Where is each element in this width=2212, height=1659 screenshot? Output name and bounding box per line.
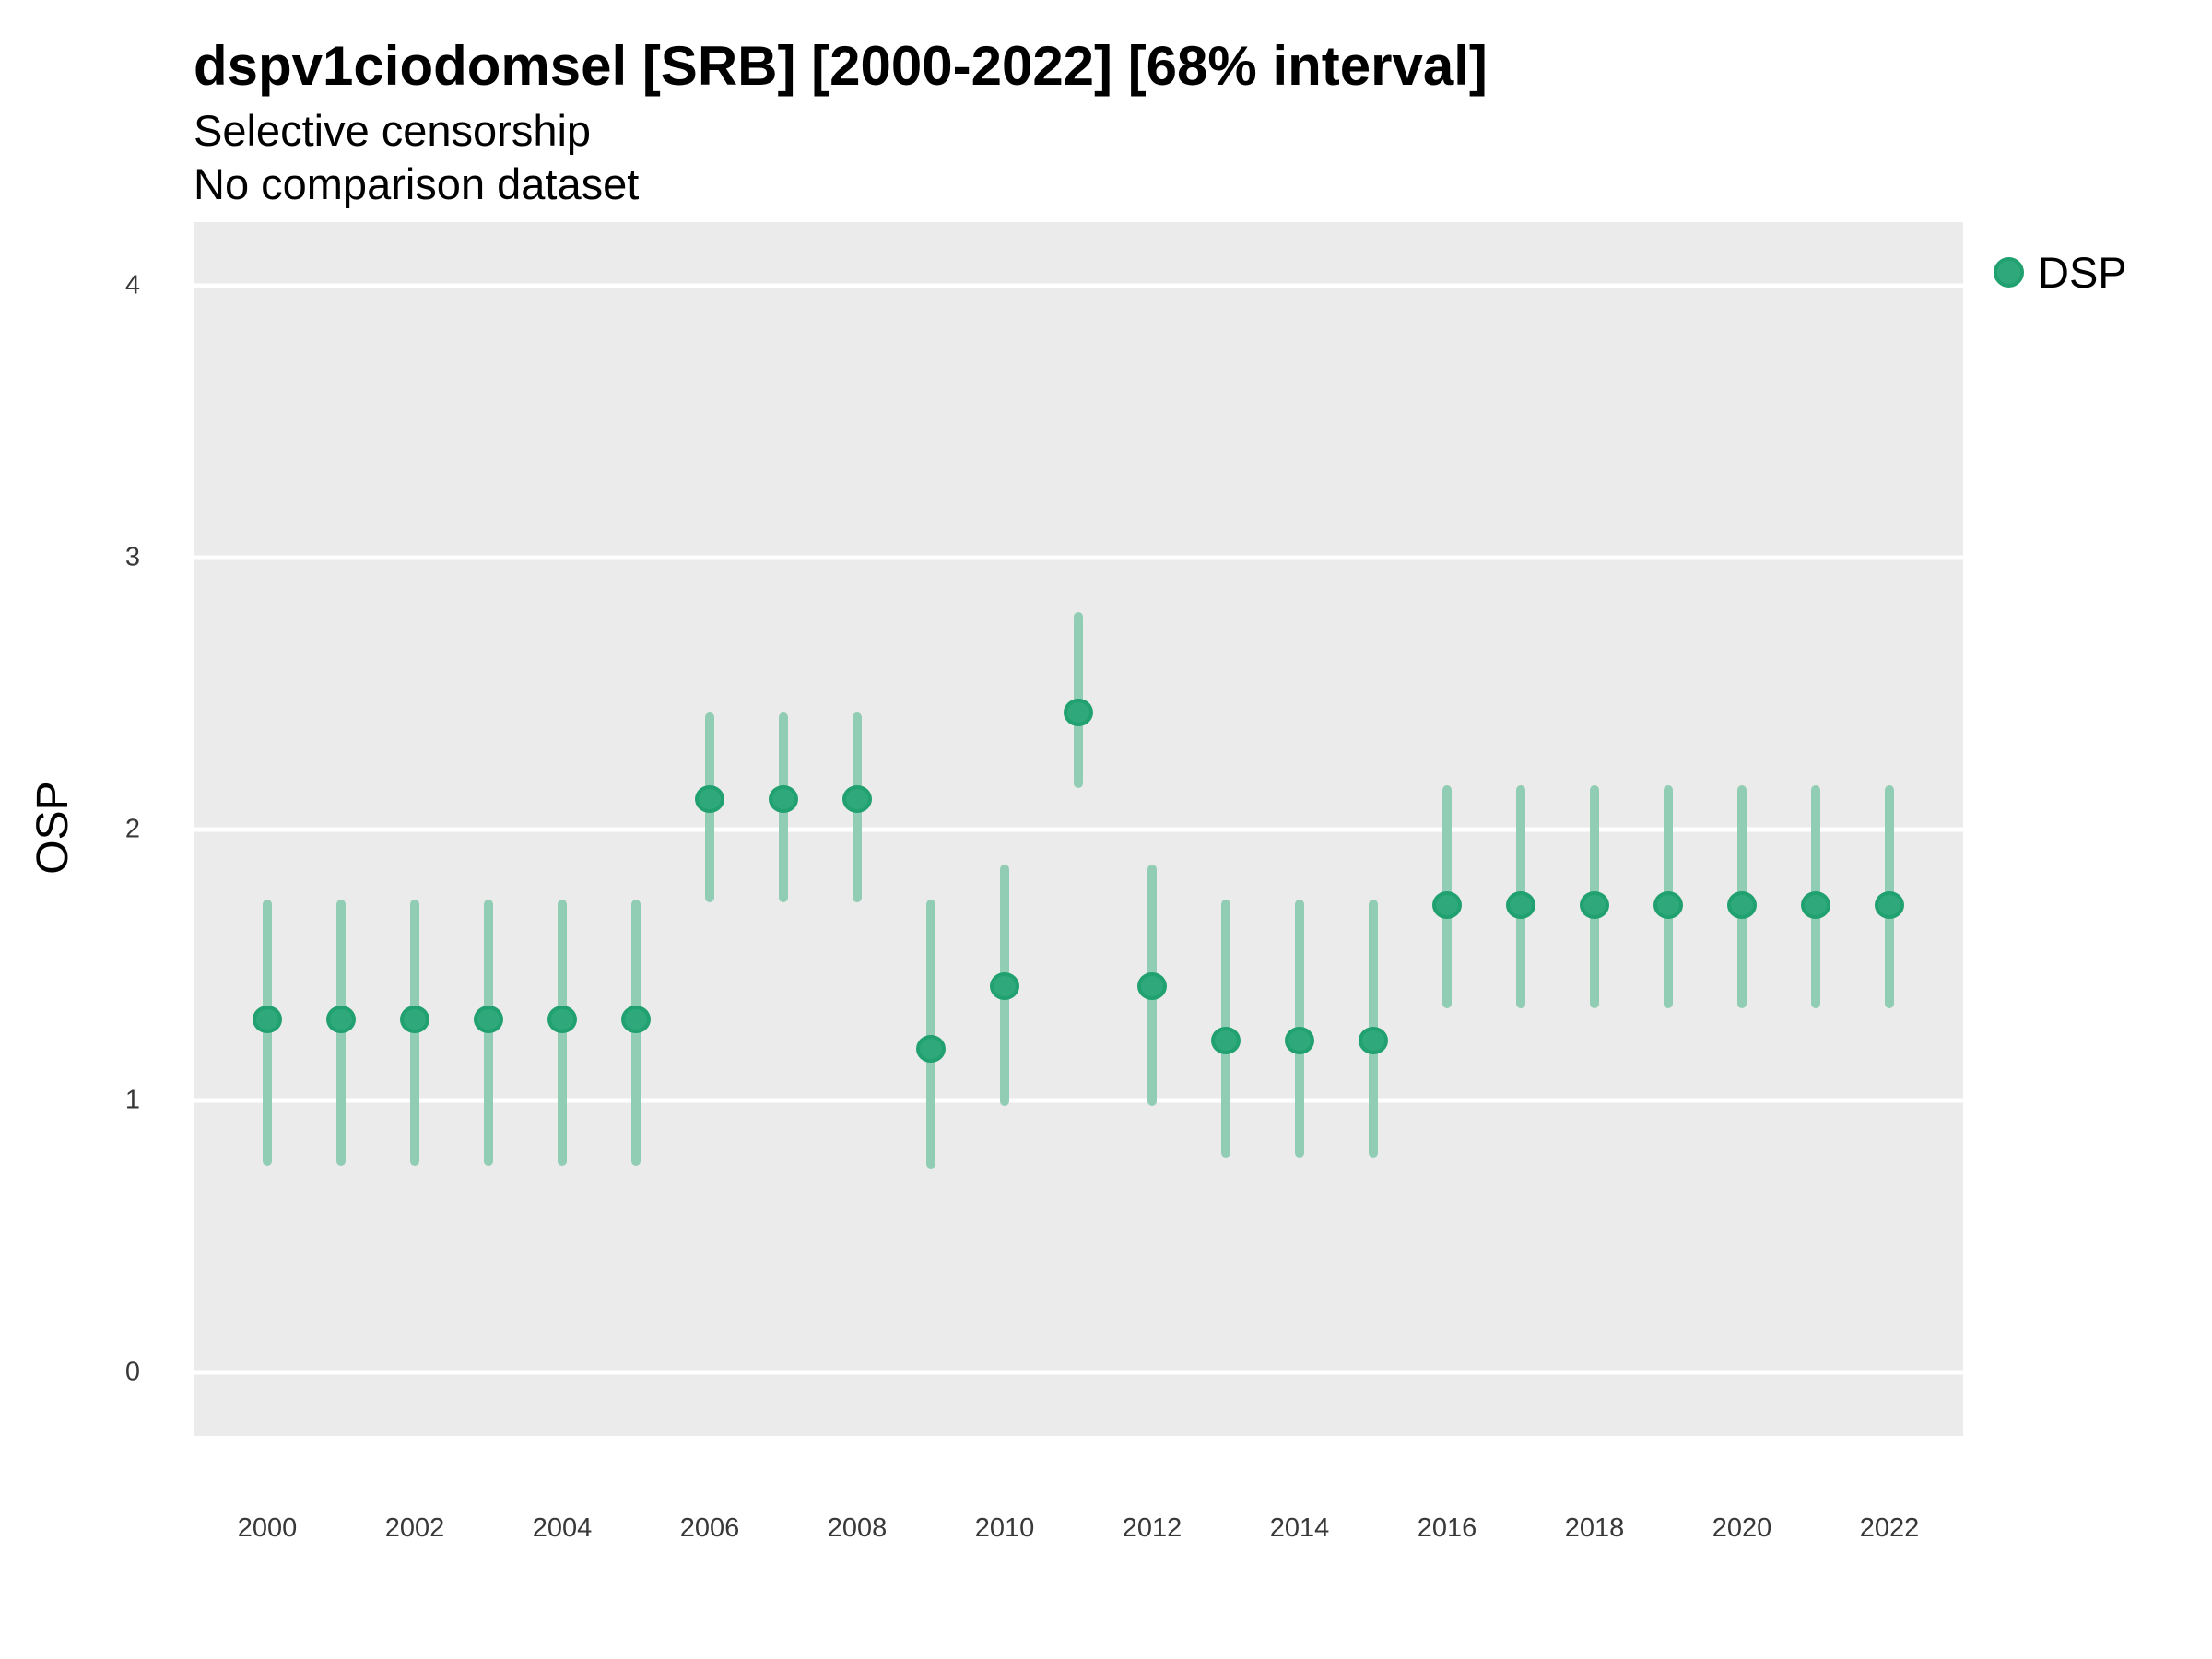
subtitle-line-2: No comparison dataset — [194, 159, 640, 208]
y-tick-label: 0 — [124, 1357, 140, 1387]
point-marker-2014 — [1285, 1027, 1314, 1055]
y-axis-tick-labels: 0 1 2 3 4 — [0, 222, 140, 1436]
point-marker-2021 — [1801, 890, 1830, 919]
point-marker-2017 — [1506, 890, 1535, 919]
legend-label: DSP — [2038, 248, 2127, 297]
gridline-y-1 — [194, 1098, 1963, 1103]
x-axis-tick-labels: 2000 2002 2004 2006 2008 2010 2012 2014 2016 2018… — [194, 1512, 1963, 1545]
point-marker-2008 — [842, 785, 872, 814]
legend-marker-icon — [1994, 257, 2024, 288]
x-tick-label: 2012 — [1122, 1513, 1182, 1543]
point-marker-2015 — [1358, 1027, 1388, 1055]
gridline-y-2 — [194, 827, 1963, 831]
point-marker-2022 — [1875, 890, 1904, 919]
point-marker-2011 — [1064, 698, 1093, 726]
x-tick-label: 2022 — [1859, 1513, 1920, 1543]
point-marker-2010 — [990, 972, 1019, 1001]
point-marker-2007 — [768, 785, 798, 814]
point-marker-2000 — [252, 1005, 282, 1033]
x-tick-label: 2014 — [1269, 1513, 1330, 1543]
point-marker-2002 — [400, 1005, 429, 1033]
point-marker-2003 — [473, 1005, 503, 1033]
point-marker-2006 — [695, 785, 724, 814]
point-marker-2009 — [916, 1035, 946, 1064]
y-tick-label: 1 — [124, 1085, 140, 1115]
interval-line-2009 — [926, 900, 935, 1169]
x-tick-label: 2016 — [1417, 1513, 1477, 1543]
gridline-y-0 — [194, 1370, 1963, 1375]
point-marker-2005 — [621, 1005, 651, 1033]
x-tick-label: 2002 — [384, 1513, 445, 1543]
point-marker-2016 — [1432, 890, 1462, 919]
point-marker-2012 — [1137, 972, 1167, 1001]
legend: DSP — [1994, 251, 2127, 294]
y-tick-label: 2 — [124, 814, 140, 843]
x-tick-label: 2020 — [1712, 1513, 1772, 1543]
subtitle-line-1: Selective censorship — [194, 106, 592, 155]
gridline-y-4 — [194, 283, 1963, 288]
y-tick-label: 4 — [124, 270, 140, 300]
x-tick-label: 2010 — [974, 1513, 1035, 1543]
point-marker-2019 — [1653, 890, 1683, 919]
y-tick-label: 3 — [124, 542, 140, 572]
page-title: dspv1ciodomsel [SRB] [2000-2022] [68% in… — [194, 35, 1488, 97]
point-marker-2004 — [547, 1005, 577, 1033]
x-tick-label: 2004 — [532, 1513, 593, 1543]
gridline-y-3 — [194, 555, 1963, 560]
point-marker-2013 — [1211, 1027, 1241, 1055]
point-marker-2001 — [325, 1005, 356, 1033]
point-marker-2020 — [1727, 890, 1757, 919]
x-tick-label: 2006 — [679, 1513, 740, 1543]
x-tick-label: 2018 — [1564, 1513, 1625, 1543]
x-tick-label: 2008 — [827, 1513, 888, 1543]
point-marker-2018 — [1580, 890, 1609, 919]
x-tick-label: 2000 — [237, 1513, 298, 1543]
plot-panel — [194, 222, 1963, 1436]
